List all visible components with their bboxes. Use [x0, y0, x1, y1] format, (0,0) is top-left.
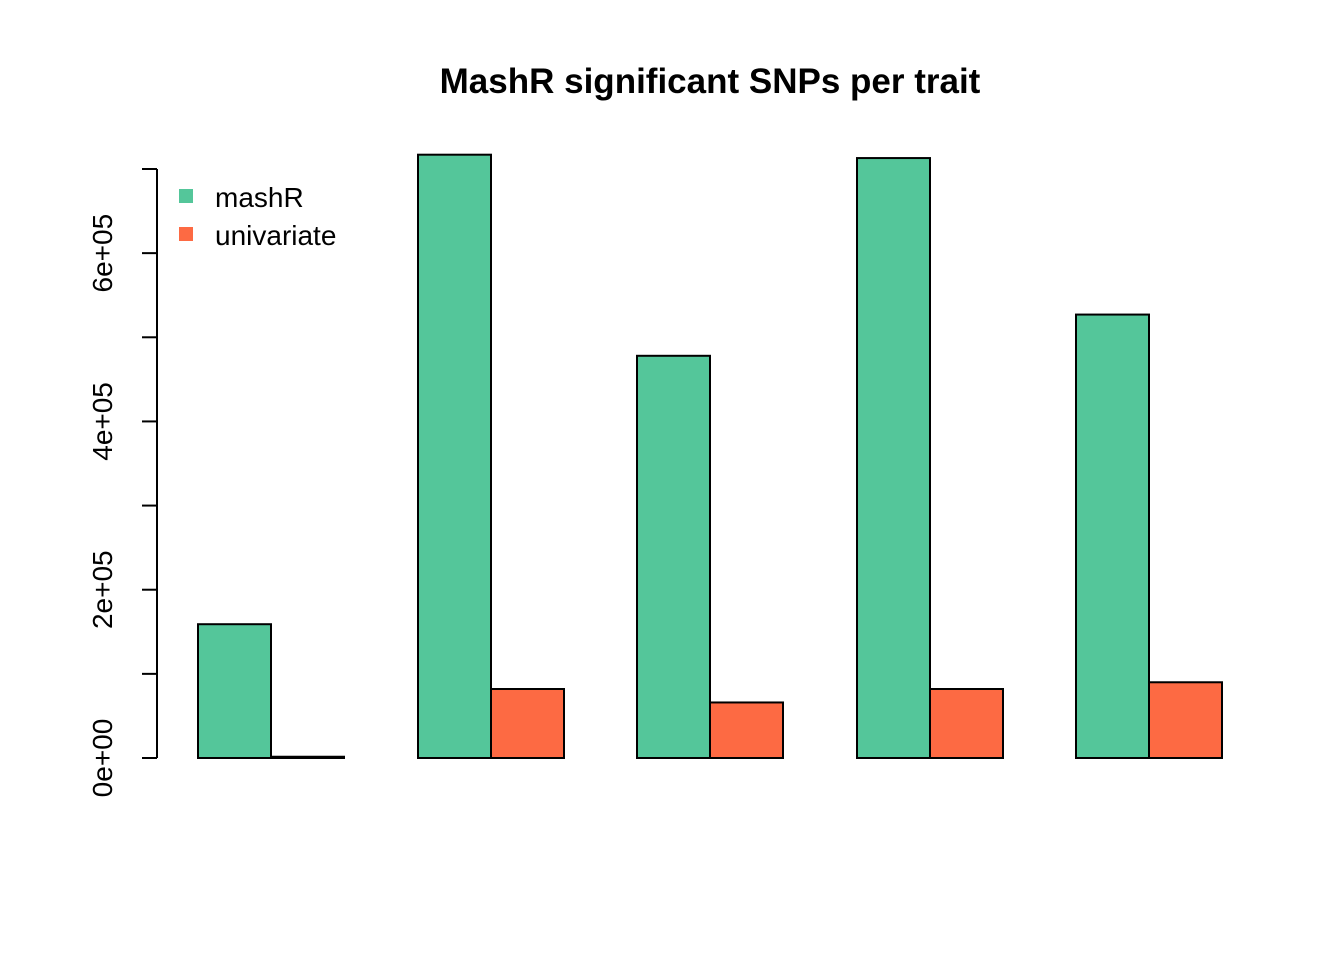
bar-univariate-1 — [270, 755, 345, 759]
bar-mashR-1 — [197, 623, 272, 759]
y-tick-label: 4e+05 — [87, 382, 118, 461]
y-tick-label: 2e+05 — [87, 550, 118, 629]
y-axis: 0e+00 2e+05 4e+05 6e+05 — [87, 168, 158, 798]
bar-mashR-3 — [636, 354, 711, 759]
bar-mashR-4 — [856, 157, 931, 760]
bar-univariate-5 — [1148, 681, 1223, 759]
legend-label-mashR: mashR — [215, 182, 304, 213]
bar-univariate-4 — [929, 688, 1004, 760]
legend-swatch-univariate — [179, 227, 193, 241]
bar-univariate-2 — [490, 688, 565, 760]
legend: mashR univariate — [179, 182, 336, 251]
bar-mashR-5 — [1075, 313, 1150, 759]
bars-group — [197, 153, 1223, 760]
y-tick-label: 0e+00 — [87, 719, 118, 798]
chart-title: MashR significant SNPs per trait — [440, 62, 981, 101]
bar-univariate-3 — [709, 701, 784, 759]
legend-swatch-mashR — [179, 189, 193, 203]
legend-label-univariate: univariate — [215, 220, 336, 251]
y-tick-label: 6e+05 — [87, 214, 118, 293]
bar-mashR-2 — [417, 153, 492, 759]
